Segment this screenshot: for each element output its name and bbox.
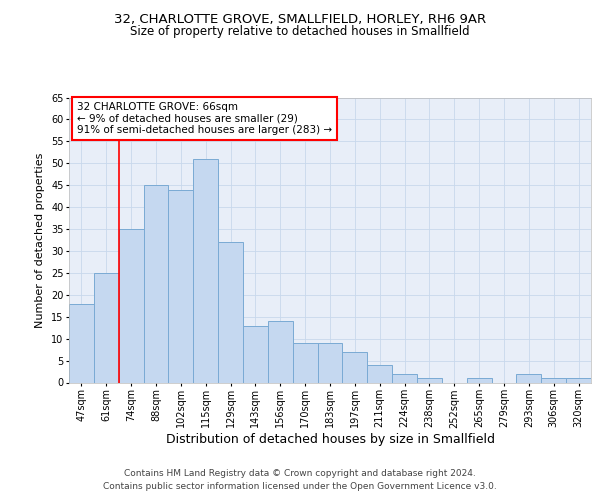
Bar (69, 304, 94, 382)
Bar (94, 273, 119, 382)
Bar (293, 343, 317, 382)
Text: Contains HM Land Registry data © Crown copyright and database right 2024.
Contai: Contains HM Land Registry data © Crown c… (103, 470, 497, 491)
Text: Size of property relative to detached houses in Smallfield: Size of property relative to detached ho… (130, 25, 470, 38)
Bar (218, 242, 243, 382)
Bar (417, 378, 442, 382)
Bar (119, 229, 143, 382)
Bar (268, 321, 293, 382)
Text: 32, CHARLOTTE GROVE, SMALLFIELD, HORLEY, RH6 9AR: 32, CHARLOTTE GROVE, SMALLFIELD, HORLEY,… (114, 12, 486, 26)
Y-axis label: Number of detached properties: Number of detached properties (35, 152, 46, 328)
Bar (143, 185, 169, 382)
X-axis label: Distribution of detached houses by size in Smallfield: Distribution of detached houses by size … (166, 433, 494, 446)
Bar (343, 352, 367, 382)
Bar (317, 343, 343, 382)
Bar (517, 374, 541, 382)
Bar (566, 378, 591, 382)
Bar (392, 374, 417, 382)
Bar (169, 190, 193, 382)
Bar (243, 326, 268, 382)
Bar (467, 378, 491, 382)
Bar (193, 159, 218, 382)
Text: 32 CHARLOTTE GROVE: 66sqm
← 9% of detached houses are smaller (29)
91% of semi-d: 32 CHARLOTTE GROVE: 66sqm ← 9% of detach… (77, 102, 332, 135)
Bar (541, 378, 566, 382)
Bar (367, 365, 392, 382)
